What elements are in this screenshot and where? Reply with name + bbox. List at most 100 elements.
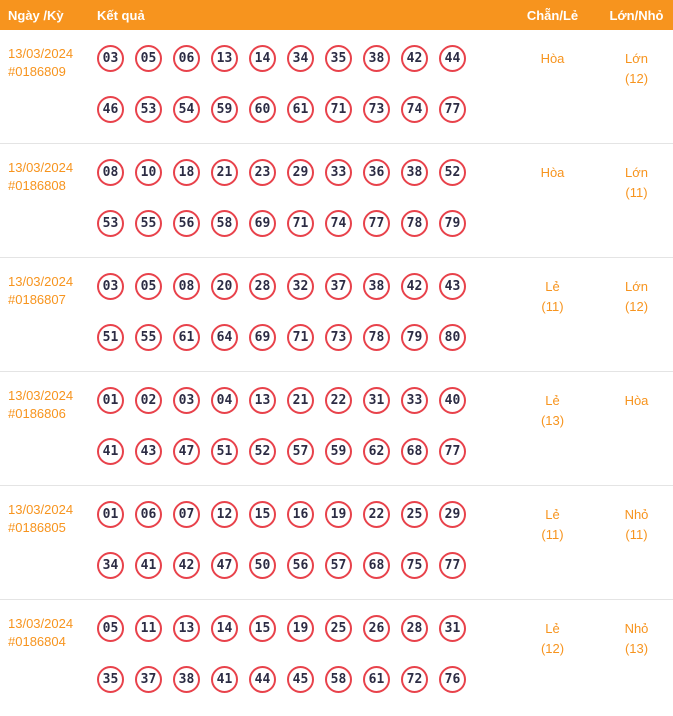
draw-id: #0186807	[8, 292, 66, 307]
number-ball: 52	[439, 159, 466, 186]
number-ball: 26	[363, 615, 390, 642]
number-ball: 07	[173, 501, 200, 528]
number-ball: 61	[363, 666, 390, 693]
number-ball: 68	[401, 438, 428, 465]
number-line: 01 06 07 12 15 16 19 22 25 29	[97, 501, 505, 528]
number-ball: 41	[211, 666, 238, 693]
number-ball: 78	[401, 210, 428, 237]
number-ball: 41	[135, 552, 162, 579]
even-odd-line: Lẻ	[545, 507, 560, 522]
number-ball: 22	[325, 387, 352, 414]
big-small-line: Nhỏ	[624, 507, 649, 522]
number-ball: 62	[363, 438, 390, 465]
number-ball: 77	[439, 552, 466, 579]
number-ball: 01	[97, 387, 124, 414]
number-ball: 19	[325, 501, 352, 528]
number-ball: 41	[97, 438, 124, 465]
number-ball: 28	[249, 273, 276, 300]
draw-info: 13/03/2024 #0186806	[0, 387, 90, 465]
number-ball: 16	[287, 501, 314, 528]
even-odd-line: Hòa	[540, 51, 565, 66]
number-line: 46 53 54 59 60 61 71 73 74 77	[97, 96, 505, 123]
number-ball: 13	[249, 387, 276, 414]
number-ball: 47	[211, 552, 238, 579]
number-ball: 11	[135, 615, 162, 642]
big-small-value: Lớn (12)	[600, 273, 673, 351]
number-ball: 31	[363, 387, 390, 414]
big-small-line: Nhỏ	[624, 621, 649, 636]
number-ball: 25	[401, 501, 428, 528]
big-small-value: Nhỏ (11)	[600, 501, 673, 579]
number-ball: 05	[135, 45, 162, 72]
number-ball: 38	[401, 159, 428, 186]
number-ball: 06	[173, 45, 200, 72]
number-ball: 72	[401, 666, 428, 693]
number-ball: 34	[287, 45, 314, 72]
number-ball: 71	[287, 324, 314, 351]
number-ball: 59	[325, 438, 352, 465]
even-odd-value: Hòa	[505, 45, 600, 123]
even-odd-line: Lẻ	[545, 393, 560, 408]
number-ball: 78	[363, 324, 390, 351]
number-ball: 75	[401, 552, 428, 579]
big-small-line: Lớn	[625, 279, 648, 294]
number-ball: 32	[287, 273, 314, 300]
draw-info: 13/03/2024 #0186804	[0, 615, 90, 693]
number-ball: 60	[249, 96, 276, 123]
even-odd-line: (11)	[541, 299, 564, 314]
big-small-value: Nhỏ (13)	[600, 615, 673, 693]
big-small-line: Hòa	[624, 393, 649, 408]
number-ball: 37	[325, 273, 352, 300]
big-small-line: Lớn	[625, 165, 648, 180]
number-ball: 29	[439, 501, 466, 528]
column-header-result: Kết quả	[97, 7, 145, 23]
number-ball: 50	[249, 552, 276, 579]
even-odd-value: Hòa	[505, 159, 600, 237]
winning-numbers: 01 02 03 04 13 21 22 31 33 40 41 43 47 51 52 57 59 62 68 77	[90, 387, 505, 465]
even-odd-line: Lẻ	[545, 279, 560, 294]
number-ball: 20	[211, 273, 238, 300]
draw-info: 13/03/2024 #0186805	[0, 501, 90, 579]
number-ball: 12	[211, 501, 238, 528]
number-ball: 59	[211, 96, 238, 123]
number-ball: 61	[173, 324, 200, 351]
big-small-value: Lớn (12)	[600, 45, 673, 123]
number-ball: 64	[211, 324, 238, 351]
draw-date: 13/03/2024	[8, 274, 74, 289]
draw-id: #0186809	[8, 64, 66, 79]
number-ball: 79	[439, 210, 466, 237]
number-ball: 08	[173, 273, 200, 300]
number-ball: 51	[211, 438, 238, 465]
number-ball: 61	[287, 96, 314, 123]
number-line: 34 41 42 47 50 56 57 68 75 77	[97, 552, 505, 579]
number-ball: 51	[97, 324, 124, 351]
number-ball: 04	[211, 387, 238, 414]
number-ball: 73	[325, 324, 352, 351]
big-small-line: (12)	[624, 299, 649, 314]
draw-date: 13/03/2024	[8, 502, 74, 517]
column-header-date: Ngày /Kỳ	[8, 7, 64, 23]
even-odd-line: Hòa	[540, 165, 565, 180]
number-ball: 74	[325, 210, 352, 237]
number-ball: 77	[439, 96, 466, 123]
number-ball: 22	[363, 501, 390, 528]
number-ball: 15	[249, 615, 276, 642]
big-small-line: (11)	[625, 527, 648, 542]
result-row: 13/03/2024 #0186804 05 11 13 14 15 19 25 26 28 31 35…	[0, 600, 673, 713]
number-ball: 69	[249, 210, 276, 237]
even-odd-value: Lẻ (11)	[505, 273, 600, 351]
number-ball: 29	[287, 159, 314, 186]
draw-date: 13/03/2024	[8, 616, 74, 631]
number-ball: 33	[325, 159, 352, 186]
number-ball: 28	[401, 615, 428, 642]
even-odd-value: Lẻ (11)	[505, 501, 600, 579]
number-ball: 21	[287, 387, 314, 414]
number-ball: 73	[363, 96, 390, 123]
number-ball: 53	[97, 210, 124, 237]
number-line: 35 37 38 41 44 45 58 61 72 76	[97, 666, 505, 693]
number-ball: 02	[135, 387, 162, 414]
winning-numbers: 01 06 07 12 15 16 19 22 25 29 34 41 42 47 50 56 57 68 75 77	[90, 501, 505, 579]
number-ball: 42	[173, 552, 200, 579]
number-line: 05 11 13 14 15 19 25 26 28 31	[97, 615, 505, 642]
number-ball: 18	[173, 159, 200, 186]
